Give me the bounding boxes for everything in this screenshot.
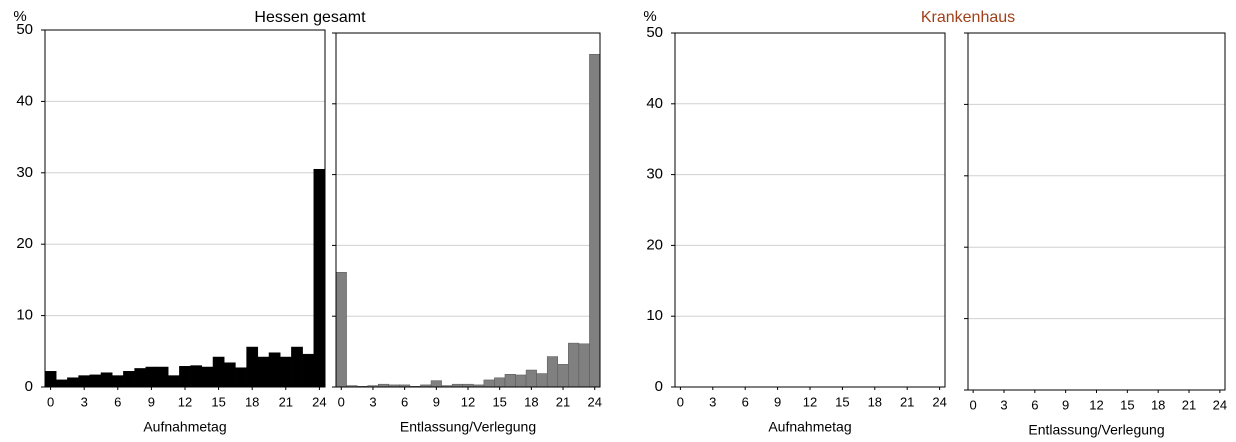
x-tick-label: 9 (774, 394, 781, 409)
bar (483, 379, 495, 388)
plot-frame (674, 32, 946, 388)
bar (89, 374, 102, 388)
y-tick-label: 20 (16, 235, 33, 252)
bar (223, 362, 236, 388)
y-tick-label: 20 (646, 236, 663, 253)
bar (123, 371, 135, 388)
x-tick-label: 18 (524, 394, 538, 409)
x-tick-label: 21 (556, 394, 570, 409)
bar (67, 377, 79, 388)
y-tick-label: 0 (655, 378, 663, 395)
chart-title: Hessen gesamt (254, 9, 366, 26)
bar (302, 353, 315, 388)
y-tick-label: 30 (646, 166, 663, 183)
bar (504, 374, 516, 388)
x-tick-label: 3 (369, 394, 376, 409)
bar (546, 356, 559, 388)
bar (589, 53, 601, 388)
x-tick-label: 15 (492, 394, 506, 409)
bar (201, 366, 214, 388)
y-axis-label: % (13, 8, 26, 25)
x-tick-label: 6 (114, 394, 121, 409)
x-tick-label: 15 (835, 394, 849, 409)
plot-frame (967, 32, 1226, 391)
x-tick-label: 3 (709, 394, 716, 409)
bar (235, 367, 247, 388)
bar (111, 375, 124, 388)
x-tick-label: 12 (178, 394, 192, 409)
bar (156, 366, 169, 388)
bar (145, 366, 158, 388)
y-tick-label: 50 (16, 21, 33, 38)
y-tick-label: 50 (646, 24, 663, 41)
bar (55, 379, 68, 388)
x-tick-label: 0 (47, 394, 54, 409)
x-tick-label: 18 (1151, 397, 1165, 412)
bar (568, 342, 580, 388)
y-tick-label: 40 (16, 92, 33, 109)
bar (536, 373, 548, 388)
x-tick-label: 3 (1000, 397, 1007, 412)
y-tick-label: 10 (646, 307, 663, 324)
bar (268, 352, 281, 388)
x-tick-label: 12 (1089, 397, 1103, 412)
y-tick-label: 40 (646, 95, 663, 112)
bar (525, 369, 537, 388)
plot-frame (335, 32, 601, 388)
bar (100, 372, 113, 388)
bar (578, 343, 590, 388)
x-tick-label: 0 (677, 394, 684, 409)
bar (212, 356, 225, 388)
x-tick-label: 18 (868, 394, 882, 409)
x-tick-label: 15 (1120, 397, 1134, 412)
y-tick-label: 30 (16, 164, 33, 181)
bar (134, 368, 147, 388)
x-tick-label: 3 (81, 394, 88, 409)
bar (190, 365, 203, 388)
x-tick-label: 21 (900, 394, 914, 409)
x-tick-label: 24 (312, 394, 326, 409)
x-tick-label: 24 (932, 394, 946, 409)
bar (515, 374, 527, 388)
x-tick-label: 12 (461, 394, 475, 409)
x-tick-label: 6 (1031, 397, 1038, 412)
x-tick-label: 24 (1213, 397, 1227, 412)
x-axis-label: Aufnahmetag (768, 419, 851, 435)
x-axis-label: Aufnahmetag (143, 419, 226, 435)
y-tick-label: 0 (25, 378, 33, 395)
x-tick-label: 9 (433, 394, 440, 409)
bar (246, 346, 259, 388)
bar (257, 356, 270, 388)
bar (494, 377, 506, 388)
x-axis-label: Entlassung/Verlegung (400, 419, 536, 435)
x-tick-label: 24 (587, 394, 601, 409)
bar (557, 364, 569, 388)
bar (430, 380, 442, 388)
chart-title: Krankenhaus (921, 9, 1015, 26)
x-tick-label: 21 (279, 394, 293, 409)
x-tick-label: 12 (803, 394, 817, 409)
y-tick-label: 10 (16, 307, 33, 324)
x-tick-label: 0 (970, 397, 977, 412)
plot-frame (44, 29, 326, 388)
bar (279, 356, 292, 388)
y-axis-label: % (643, 8, 656, 25)
x-axis-label: Entlassung/Verlegung (1028, 422, 1164, 438)
bar (291, 346, 303, 388)
x-tick-label: 6 (401, 394, 408, 409)
x-tick-label: 6 (742, 394, 749, 409)
bar (313, 168, 326, 388)
x-tick-label: 21 (1182, 397, 1196, 412)
bar (179, 366, 191, 388)
bar (167, 375, 180, 388)
x-tick-label: 18 (245, 394, 259, 409)
bar (78, 375, 91, 388)
bar (44, 371, 57, 388)
x-tick-label: 15 (211, 394, 225, 409)
x-tick-label: 9 (148, 394, 155, 409)
bar (335, 272, 347, 388)
x-tick-label: 0 (338, 394, 345, 409)
x-tick-label: 9 (1062, 397, 1069, 412)
